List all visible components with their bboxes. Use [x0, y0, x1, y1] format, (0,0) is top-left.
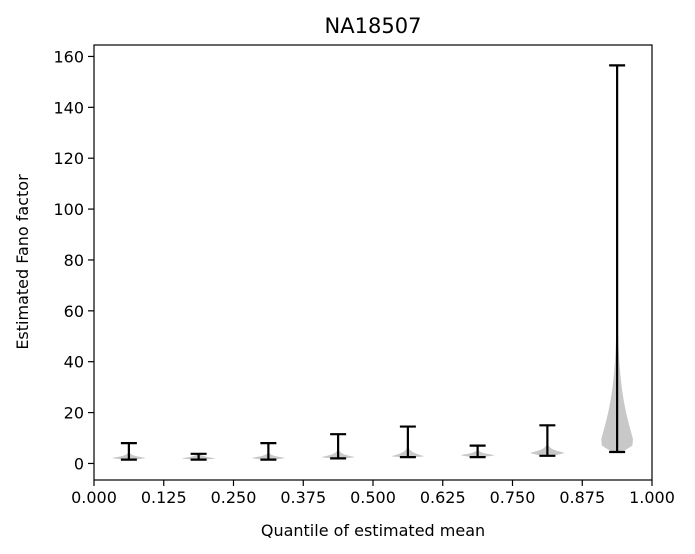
x-axis: 0.000 0.125 0.250 0.375 0.500 0.625 0.750 0.875… — [71, 480, 675, 507]
chart-title: NA18507 — [325, 14, 422, 38]
violin-layer — [112, 65, 633, 460]
x-tick-label: 0.250 — [211, 488, 257, 507]
x-tick-label: 0.875 — [559, 488, 605, 507]
y-tick-label: 20 — [64, 404, 84, 423]
x-tick-label: 0.625 — [420, 488, 466, 507]
y-axis: 0 20 40 60 80 100 120 140 160 — [53, 47, 94, 473]
x-tick-label: 0.500 — [350, 488, 396, 507]
x-tick-label: 1.000 — [629, 488, 675, 507]
y-tick-label: 140 — [53, 98, 84, 117]
y-tick-label: 160 — [53, 47, 84, 66]
x-tick-label: 0.125 — [141, 488, 187, 507]
y-tick-label: 60 — [64, 302, 84, 321]
whisker-layer — [120, 64, 626, 461]
x-tick-label: 0.750 — [490, 488, 536, 507]
y-tick-label: 80 — [64, 251, 84, 270]
x-tick-label: 0.375 — [280, 488, 326, 507]
y-axis-label: Estimated Fano factor — [13, 174, 32, 350]
y-tick-label: 120 — [53, 149, 84, 168]
y-tick-label: 100 — [53, 200, 84, 219]
y-tick-label: 40 — [64, 353, 84, 372]
x-axis-label: Quantile of estimated mean — [261, 521, 485, 540]
plot-frame — [93, 44, 653, 481]
x-tick-label: 0.000 — [71, 488, 117, 507]
y-tick-label: 0 — [74, 454, 84, 473]
